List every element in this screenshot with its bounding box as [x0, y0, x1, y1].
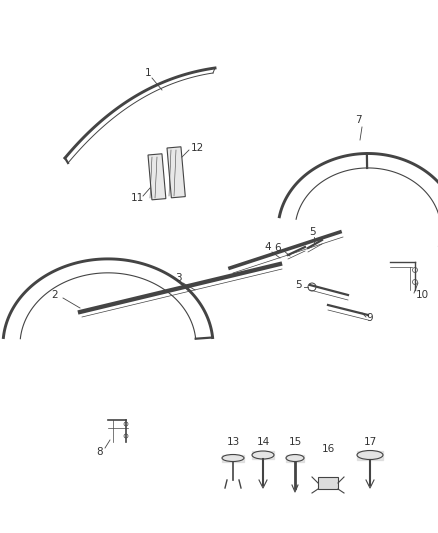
Text: 7: 7 [355, 115, 361, 125]
Text: 1: 1 [145, 68, 151, 78]
Text: 8: 8 [97, 447, 103, 457]
Bar [167, 147, 185, 198]
Text: 10: 10 [415, 290, 428, 300]
Text: 11: 11 [131, 193, 144, 203]
Bar [148, 154, 166, 200]
Text: 14: 14 [256, 437, 270, 447]
Text: 16: 16 [321, 444, 335, 454]
Text: 2: 2 [52, 290, 58, 300]
Text: 3: 3 [175, 273, 181, 283]
Text: 6: 6 [275, 243, 281, 253]
Text: 12: 12 [191, 143, 204, 153]
Text: 5: 5 [295, 280, 301, 290]
Text: 17: 17 [364, 437, 377, 447]
Text: 5: 5 [309, 227, 315, 237]
Text: 4: 4 [265, 242, 271, 252]
Text: 13: 13 [226, 437, 240, 447]
Bar [318, 477, 338, 489]
Text: 9: 9 [367, 313, 373, 323]
Text: 15: 15 [288, 437, 302, 447]
